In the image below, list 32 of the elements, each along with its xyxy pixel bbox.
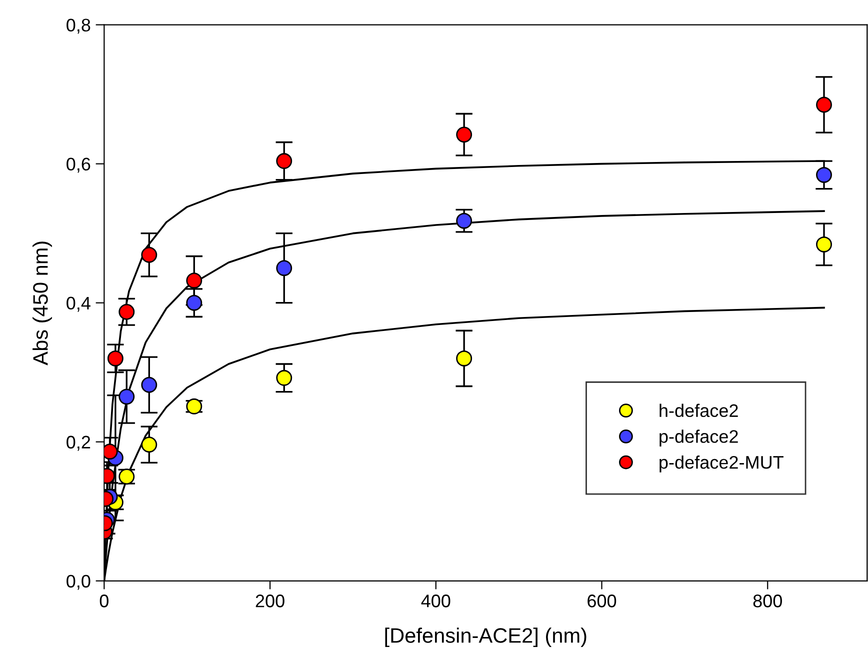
point	[276, 260, 292, 276]
y-tick-label: 0,4	[66, 296, 90, 312]
point	[186, 272, 202, 289]
x-tick-label: 400	[421, 594, 450, 608]
point	[276, 370, 292, 386]
x-tick-label: 200	[256, 594, 284, 608]
point	[141, 376, 158, 393]
x-tick-label: 800	[753, 594, 782, 608]
point	[118, 304, 135, 320]
y-axis-title: Abs (450 nm)	[32, 242, 52, 366]
point	[456, 212, 472, 229]
x-tick-label: 600	[588, 594, 616, 608]
y-tick-label: 0,6	[66, 158, 90, 173]
point	[107, 350, 124, 366]
y-tick-label: 0,0	[66, 574, 90, 590]
y-tick-label: 0,2	[66, 436, 90, 451]
point	[456, 350, 472, 366]
point	[816, 236, 832, 252]
x-tick-label: 0	[100, 594, 108, 608]
point	[118, 388, 135, 405]
x-axis-title: [Defensin-ACE2] (nm)	[385, 628, 586, 648]
legend-label: p-deface2-MUT	[660, 456, 784, 472]
point	[186, 294, 202, 311]
point	[816, 166, 832, 183]
y-tick-label: 0,8	[66, 18, 90, 34]
point	[141, 246, 158, 263]
point	[816, 96, 832, 113]
point	[456, 126, 472, 143]
point	[141, 436, 158, 453]
legend-label: p-deface2	[660, 430, 738, 446]
legend-label: h-deface2	[660, 404, 738, 418]
point	[276, 153, 292, 170]
